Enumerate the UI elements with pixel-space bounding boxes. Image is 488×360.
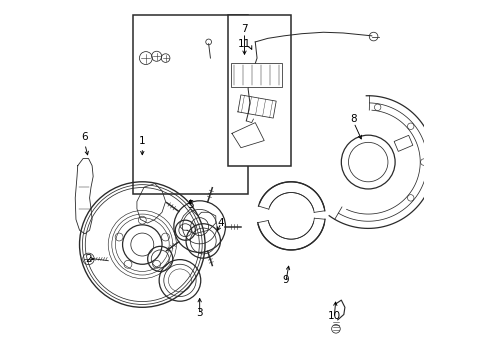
Bar — [133, 15, 247, 194]
Text: 3: 3 — [196, 308, 203, 318]
Text: 8: 8 — [350, 114, 356, 124]
Bar — [393, 135, 412, 152]
Text: 11: 11 — [237, 39, 251, 49]
Text: 6: 6 — [81, 132, 88, 142]
Text: 4: 4 — [218, 218, 224, 228]
Text: 2: 2 — [85, 254, 92, 264]
Text: 9: 9 — [282, 275, 288, 285]
Text: 10: 10 — [327, 311, 340, 321]
Text: 5: 5 — [187, 200, 194, 210]
Bar — [228, 15, 290, 166]
Text: 7: 7 — [241, 24, 247, 35]
Text: 1: 1 — [139, 136, 145, 145]
Bar — [230, 63, 282, 87]
